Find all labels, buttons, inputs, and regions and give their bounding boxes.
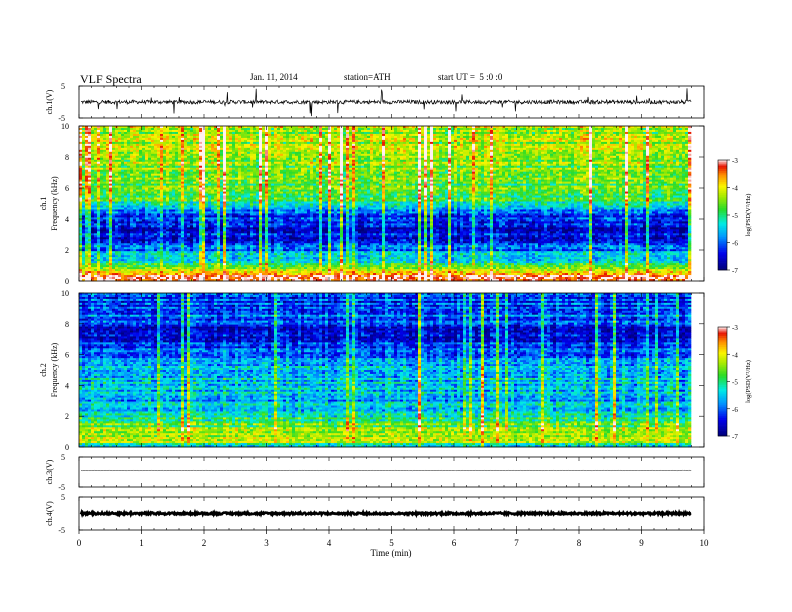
panel-frame-4: [78, 456, 705, 488]
y-tick-label: 10: [61, 122, 69, 131]
x-tick-label: 10: [700, 538, 710, 548]
colorbar-1: [718, 160, 727, 271]
y-tick-label: 2: [65, 246, 69, 255]
start-time-label: start UT = 5 :0 :0: [438, 72, 502, 82]
y-tick-label: 5: [61, 82, 65, 91]
y-tick-label: 8: [65, 153, 69, 162]
y-tick-label: 0: [65, 277, 69, 286]
waveform-trace-4: [80, 469, 692, 472]
colorbar-label: log(PSD(V²/Hz): [745, 194, 752, 237]
y-tick-label: 0: [65, 443, 69, 452]
colorbar-tick-label: -5: [732, 379, 738, 387]
figure-title: VLF Spectra: [80, 72, 142, 87]
colorbar-tick-label: -3: [732, 324, 738, 332]
y-axis-label: Frequency (kHz): [50, 176, 59, 231]
y-axis-label: Frequency (kHz): [50, 342, 59, 397]
y-tick-label: 2: [65, 412, 69, 421]
colorbar-tick-label: -3: [732, 157, 738, 165]
spectrogram-2: [79, 126, 692, 282]
x-tick-label: 3: [264, 538, 269, 548]
y-tick-label: 8: [65, 320, 69, 329]
waveform-trace-1: [80, 88, 692, 117]
y-tick-label: -5: [58, 114, 65, 123]
x-tick-label: 1: [139, 538, 144, 548]
y-tick-label: 6: [65, 184, 69, 193]
x-tick-label: 6: [452, 538, 457, 548]
x-tick-label: 4: [327, 538, 332, 548]
y-tick-label: 4: [65, 215, 69, 224]
y-tick-label: 5: [61, 453, 65, 462]
y-tick-label: 4: [65, 381, 69, 390]
colorbar-tick-label: -6: [732, 406, 738, 414]
x-axis-label: Time (min): [371, 548, 412, 558]
colorbar-tick-label: -5: [732, 212, 738, 220]
y-tick-label: 5: [61, 493, 65, 502]
y-tick-label: 6: [65, 351, 69, 360]
colorbar-2: [718, 327, 727, 437]
x-tick-label: 2: [202, 538, 207, 548]
channel-label: ch.1: [39, 197, 48, 211]
y-tick-label: -5: [58, 526, 65, 535]
y-tick-label: 10: [61, 289, 69, 298]
colorbar-tick-label: -7: [732, 267, 738, 275]
colorbar-tick-label: -4: [732, 351, 738, 359]
colorbar-tick-label: -7: [732, 433, 738, 441]
waveform-trace-5: [79, 508, 692, 519]
station-label: station=ATH: [344, 72, 391, 82]
channel-label: ch.2: [39, 363, 48, 377]
spectrogram-3: [79, 293, 692, 448]
x-tick-label: 8: [577, 538, 582, 548]
y-axis-label: ch.4(V): [45, 501, 54, 526]
date-label: Jan. 11, 2014: [250, 72, 298, 82]
y-axis-label: ch.3(V): [45, 459, 54, 484]
colorbar-label: log(PSD(V²/Hz): [745, 360, 752, 403]
y-tick-label: -5: [58, 483, 65, 492]
colorbar-tick-label: -6: [732, 240, 738, 248]
y-axis-label: ch.1(V): [45, 89, 54, 114]
x-tick-label: 7: [514, 538, 519, 548]
x-tick-label: 0: [77, 538, 82, 548]
x-tick-label: 9: [639, 538, 644, 548]
colorbar-tick-label: -4: [732, 185, 738, 193]
x-tick-label: 5: [389, 538, 394, 548]
